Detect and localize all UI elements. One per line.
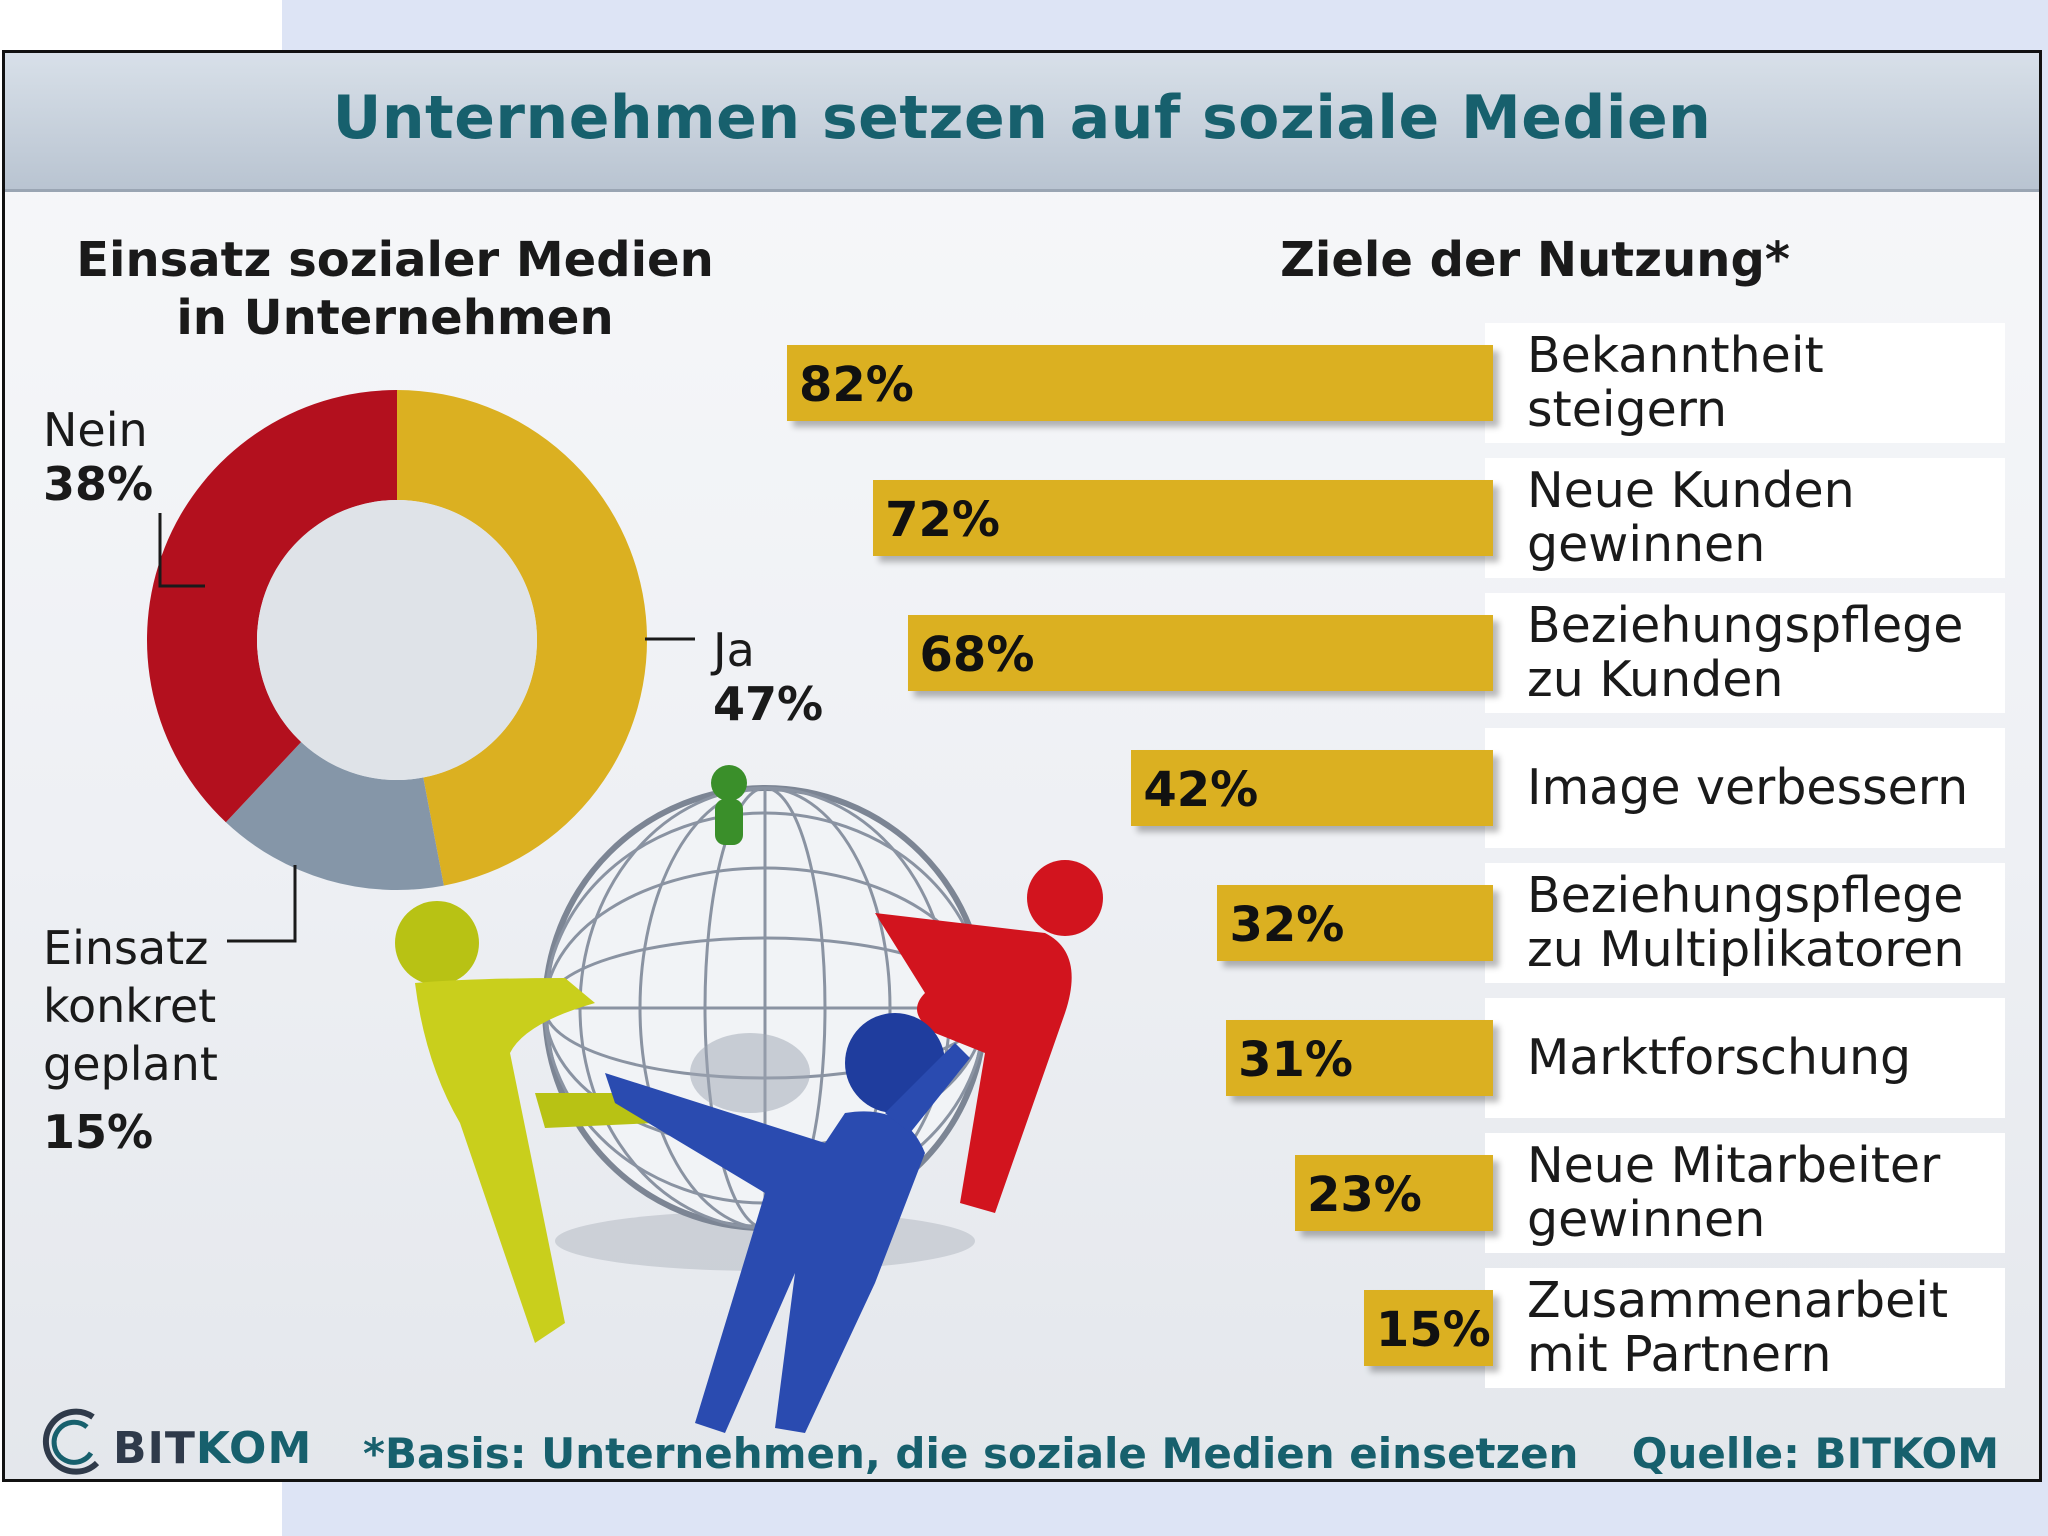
bar: 72% (873, 480, 1493, 556)
bar: 82% (787, 345, 1493, 421)
leader-line-nein (158, 513, 205, 588)
bar-category-label-line: Marktforschung (1527, 1029, 1912, 1086)
donut-slices (147, 390, 648, 891)
bar-category-label: Beziehungspflege zu Kunden (1527, 593, 1997, 713)
bar: 42% (1131, 750, 1493, 826)
donut-chart (147, 390, 1103, 1433)
donut-slice-geplant (225, 742, 444, 891)
bar-category-label-line: Neue Kunden (1527, 462, 1855, 519)
donut-hole (257, 500, 537, 780)
bar-value-label: 32% (1229, 897, 1345, 953)
bar-category-label-line: Beziehungspflege (1527, 597, 1964, 654)
bar-category-label-line: mit Partnern (1527, 1326, 1832, 1383)
bar-value-label: 42% (1143, 762, 1259, 818)
donut-heading: Einsatz sozialer Medien in Unternehmen (65, 231, 725, 347)
bar-category-label-line: gewinnen (1527, 1191, 1766, 1248)
bar-row-background (1485, 593, 2005, 713)
logo-text-bit: BIT (113, 1423, 196, 1474)
infographic-frame: Unternehmen setzen auf soziale Medien Ei… (2, 50, 2042, 1482)
bitkom-logo-text: BITKOM (113, 1423, 312, 1474)
bar: 23% (1294, 1155, 1493, 1231)
bar-row-background (1485, 1268, 2005, 1388)
bar-row-background (1485, 1133, 2005, 1253)
footnote: *Basis: Unternehmen, die soziale Medien … (363, 1429, 1579, 1478)
donut-label-ja-value: 47% (713, 677, 824, 731)
bar-value-label: 23% (1306, 1167, 1422, 1223)
bar-row-background (1485, 323, 2005, 443)
title-band: Unternehmen setzen auf soziale Medien (5, 53, 2039, 192)
donut-label-nein: Nein 38% (43, 403, 153, 511)
donut-label-nein-value: 38% (43, 457, 154, 511)
bar-value-label: 15% (1375, 1302, 1491, 1358)
donut-slice-ja (397, 390, 648, 886)
bar-row-background (1485, 998, 2005, 1118)
bar-category-label-line: zu Kunden (1527, 651, 1784, 708)
bar-category-label-line: gewinnen (1527, 516, 1766, 573)
bar: 68% (907, 615, 1493, 691)
bar-category-label-line: Bekanntheit steigern (1527, 327, 1824, 438)
bar-value-label: 31% (1238, 1032, 1353, 1088)
people-figures-illustration (395, 765, 1103, 1433)
bar-category-label: Zusammenarbeit mit Partnern (1527, 1268, 1997, 1388)
bar-category-label-line: Image verbessern (1527, 759, 1969, 816)
bar-category-label: Image verbessern (1527, 728, 1997, 848)
bar-category-label-line: zu Multiplikatoren (1527, 921, 1965, 978)
donut-heading-line-2: in Unternehmen (176, 290, 614, 346)
bar-category-label: Bekanntheit steigern (1527, 323, 1997, 443)
donut-leader-lines (158, 513, 695, 943)
bar-value-label: 68% (919, 627, 1035, 683)
bar-category-label-line: Zusammenarbeit (1527, 1272, 1949, 1329)
source-note: Quelle: BITKOM (1631, 1429, 1999, 1478)
bar-chart-heading: Ziele der Nutzung* (1280, 232, 1790, 288)
bar-value-label: 82% (799, 357, 914, 413)
bar-category-label: Marktforschung (1527, 998, 1997, 1118)
bar: 31% (1226, 1020, 1493, 1096)
donut-label-ja-name: Ja (713, 623, 755, 677)
bar-category-label: Beziehungspflege zu Multiplikatoren (1527, 863, 1997, 983)
bar-category-label: Neue Mitarbeiter gewinnen (1527, 1133, 1997, 1253)
leader-line-geplant (227, 865, 297, 943)
logo-text-kom: KOM (195, 1423, 313, 1474)
bar-category-label-line: Beziehungspflege (1527, 867, 1964, 924)
bar-value-label: 72% (885, 492, 1000, 548)
bar-category-label: Neue Kunden gewinnen (1527, 458, 1997, 578)
bar: 15% (1363, 1290, 1493, 1366)
page-title: Unternehmen setzen auf soziale Medien (332, 83, 1712, 153)
bar: 32% (1217, 885, 1493, 961)
bar-row-background (1485, 728, 2005, 848)
donut-label-geplant-name: Einsatz konkret geplant (43, 921, 218, 1091)
donut-label-nein-name: Nein (43, 403, 148, 457)
donut-heading-line-1: Einsatz sozialer Medien (76, 232, 714, 288)
donut-label-ja: Ja 47% (713, 623, 823, 731)
donut-slice-nein (147, 390, 397, 823)
bar-row-background (1485, 863, 2005, 983)
donut-label-geplant: Einsatz konkret geplant 15% (43, 919, 243, 1159)
bitkom-logo (42, 1408, 100, 1475)
bar-row-background (1485, 458, 2005, 578)
bar-category-label-line: Neue Mitarbeiter (1527, 1137, 1941, 1194)
donut-label-geplant-value: 15% (43, 1105, 154, 1159)
